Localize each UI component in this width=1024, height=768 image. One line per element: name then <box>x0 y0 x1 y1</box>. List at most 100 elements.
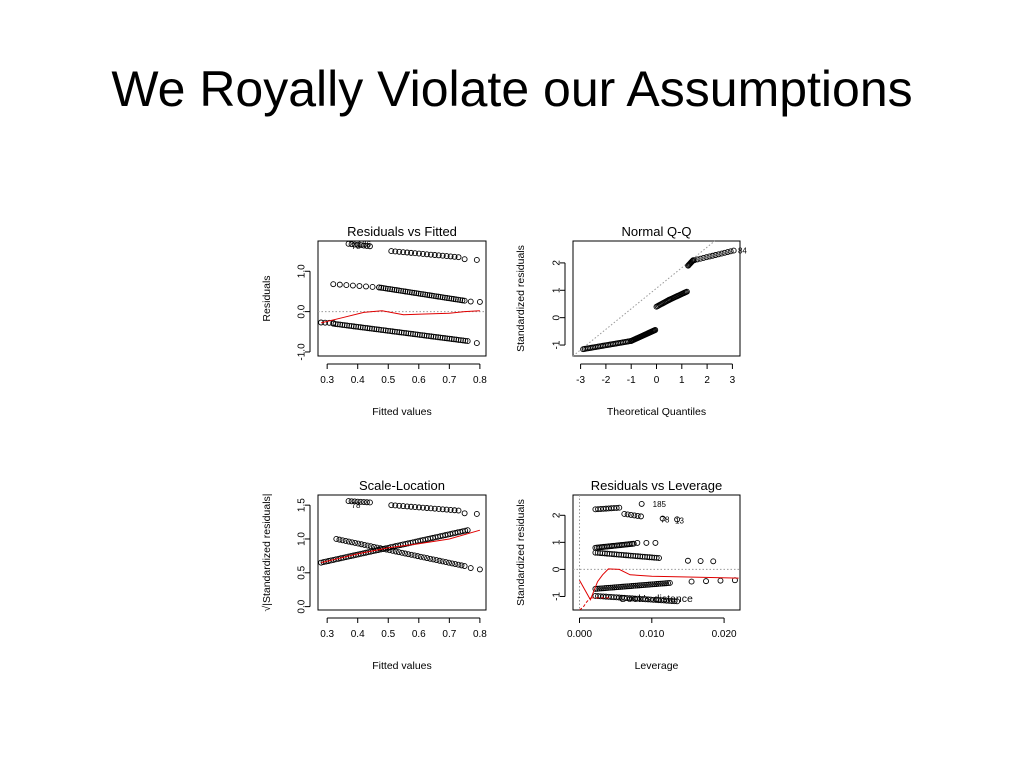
data-point <box>392 502 399 509</box>
y-tick-label: 0.0 <box>297 599 308 613</box>
data-point <box>435 252 442 259</box>
data-point <box>451 507 458 514</box>
data-point <box>351 241 358 248</box>
data-point <box>624 583 631 590</box>
data-point <box>345 538 352 545</box>
data-point <box>342 538 349 544</box>
data-point <box>419 250 426 257</box>
data-point <box>357 242 364 249</box>
data-point <box>398 287 404 294</box>
data-point <box>724 249 731 256</box>
point-id-label: 186 <box>358 240 372 249</box>
data-point <box>360 242 367 249</box>
data-point <box>377 545 384 552</box>
data-point <box>706 253 713 260</box>
data-point <box>388 248 395 255</box>
x-axis-title: Theoretical Quantiles <box>607 406 706 418</box>
data-point <box>638 500 645 507</box>
plot-data <box>318 241 483 347</box>
smooth-line <box>579 568 739 601</box>
data-point <box>717 577 724 584</box>
data-point <box>393 287 400 294</box>
x-tick-label: 0.020 <box>712 629 737 640</box>
data-point <box>424 291 431 298</box>
data-point <box>467 298 474 305</box>
data-point <box>602 585 608 592</box>
data-point <box>416 250 422 257</box>
data-point <box>473 510 480 517</box>
data-point <box>467 565 474 572</box>
plot-2: Normal Q-Q -3 -2 -1 0 1 2 3 Theoretical Quantile… <box>515 224 747 418</box>
x-tick-label: 0.6 <box>412 375 426 386</box>
data-point <box>442 559 449 566</box>
data-point <box>691 257 698 264</box>
data-point <box>596 585 603 592</box>
data-point <box>389 286 396 293</box>
data-point <box>444 295 451 301</box>
data-point <box>621 583 628 590</box>
data-point <box>598 585 605 592</box>
data-point <box>367 543 374 550</box>
data-point <box>357 498 364 505</box>
data-point <box>399 549 405 556</box>
y-tick-label: 2 <box>552 512 563 518</box>
data-point <box>339 537 346 544</box>
data-point <box>358 541 365 548</box>
data-point <box>621 510 628 517</box>
data-point <box>455 561 462 568</box>
data-point <box>356 283 363 289</box>
data-point <box>663 580 670 587</box>
data-point <box>383 546 390 553</box>
point-id-label: 78 <box>352 501 361 510</box>
data-point <box>452 561 459 567</box>
cooks-distance-label: Cook's distance <box>619 593 693 605</box>
data-point <box>404 249 411 256</box>
x-axis-title: Fitted values <box>372 406 432 418</box>
data-point <box>400 503 407 510</box>
data-point <box>659 580 666 587</box>
data-point <box>363 283 369 290</box>
y-tick-label: 0 <box>552 314 563 320</box>
data-point <box>431 252 438 258</box>
data-point <box>433 557 440 564</box>
plot-data <box>579 500 739 610</box>
smooth-line <box>320 529 481 564</box>
data-point <box>715 251 722 258</box>
x-tick-label: 0.010 <box>639 629 664 640</box>
data-point <box>727 248 734 255</box>
data-point <box>417 290 424 297</box>
data-point <box>436 557 443 564</box>
data-point <box>655 580 662 587</box>
data-point <box>638 582 645 589</box>
data-point <box>674 598 681 605</box>
data-point <box>448 295 455 302</box>
y-axis-title: Standardized residuals <box>515 499 527 606</box>
data-point <box>402 550 409 557</box>
y-tick-label: -1 <box>552 340 563 349</box>
y-tick-label: 0.0 <box>297 304 308 318</box>
data-point <box>624 511 631 518</box>
y-tick-label: -1.0 <box>297 343 308 361</box>
data-point <box>644 581 650 588</box>
data-point <box>413 290 420 297</box>
data-point <box>683 288 690 295</box>
data-point <box>697 558 704 564</box>
data-point <box>409 289 415 296</box>
data-point <box>330 281 337 288</box>
y-tick-label: 0.5 <box>297 565 308 579</box>
data-point <box>634 582 641 589</box>
data-point <box>607 584 614 591</box>
data-point <box>435 293 442 300</box>
data-point <box>395 549 402 556</box>
data-point <box>652 327 659 333</box>
data-point <box>623 583 629 590</box>
data-point <box>457 297 464 303</box>
data-point <box>632 582 639 589</box>
data-point <box>462 337 469 344</box>
x-tick-label: -1 <box>627 375 636 386</box>
data-point <box>349 539 355 546</box>
data-point <box>406 289 413 296</box>
data-point <box>336 281 343 288</box>
data-point <box>408 503 415 510</box>
x-tick-label: 0.4 <box>351 629 365 640</box>
